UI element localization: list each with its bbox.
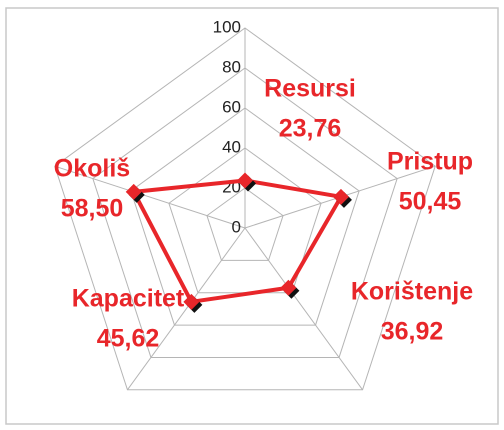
spoke xyxy=(244,227,363,391)
category-label: Okoliš xyxy=(54,155,130,183)
r-tick-label: 60 xyxy=(222,97,241,116)
r-tick-label: 80 xyxy=(222,57,241,76)
spoke xyxy=(54,165,246,229)
value-label: 58,50 xyxy=(61,195,124,223)
series-line xyxy=(131,178,343,304)
grid-ring xyxy=(130,107,360,326)
marker xyxy=(280,279,297,296)
marker xyxy=(125,183,142,200)
r-tick-label: 100 xyxy=(213,17,241,36)
value-label: 36,92 xyxy=(381,318,444,346)
value-label: 50,45 xyxy=(399,188,462,216)
category-label: Kapacitet xyxy=(72,285,185,313)
grid-ring xyxy=(206,187,284,261)
value-label: 23,76 xyxy=(279,115,342,143)
value-label: 45,62 xyxy=(97,325,160,353)
grid-ring xyxy=(92,67,398,358)
category-label: Pristup xyxy=(387,148,473,176)
grid-ring xyxy=(54,27,436,391)
spoke xyxy=(127,227,246,391)
category-label: Korištenje xyxy=(351,278,473,306)
marker xyxy=(183,293,200,310)
r-tick-label: 0 xyxy=(232,217,241,236)
marker xyxy=(332,188,349,205)
plot-frame xyxy=(5,7,499,425)
r-tick-label: 40 xyxy=(222,137,241,156)
category-label: Resursi xyxy=(264,75,356,103)
marker xyxy=(237,172,253,189)
